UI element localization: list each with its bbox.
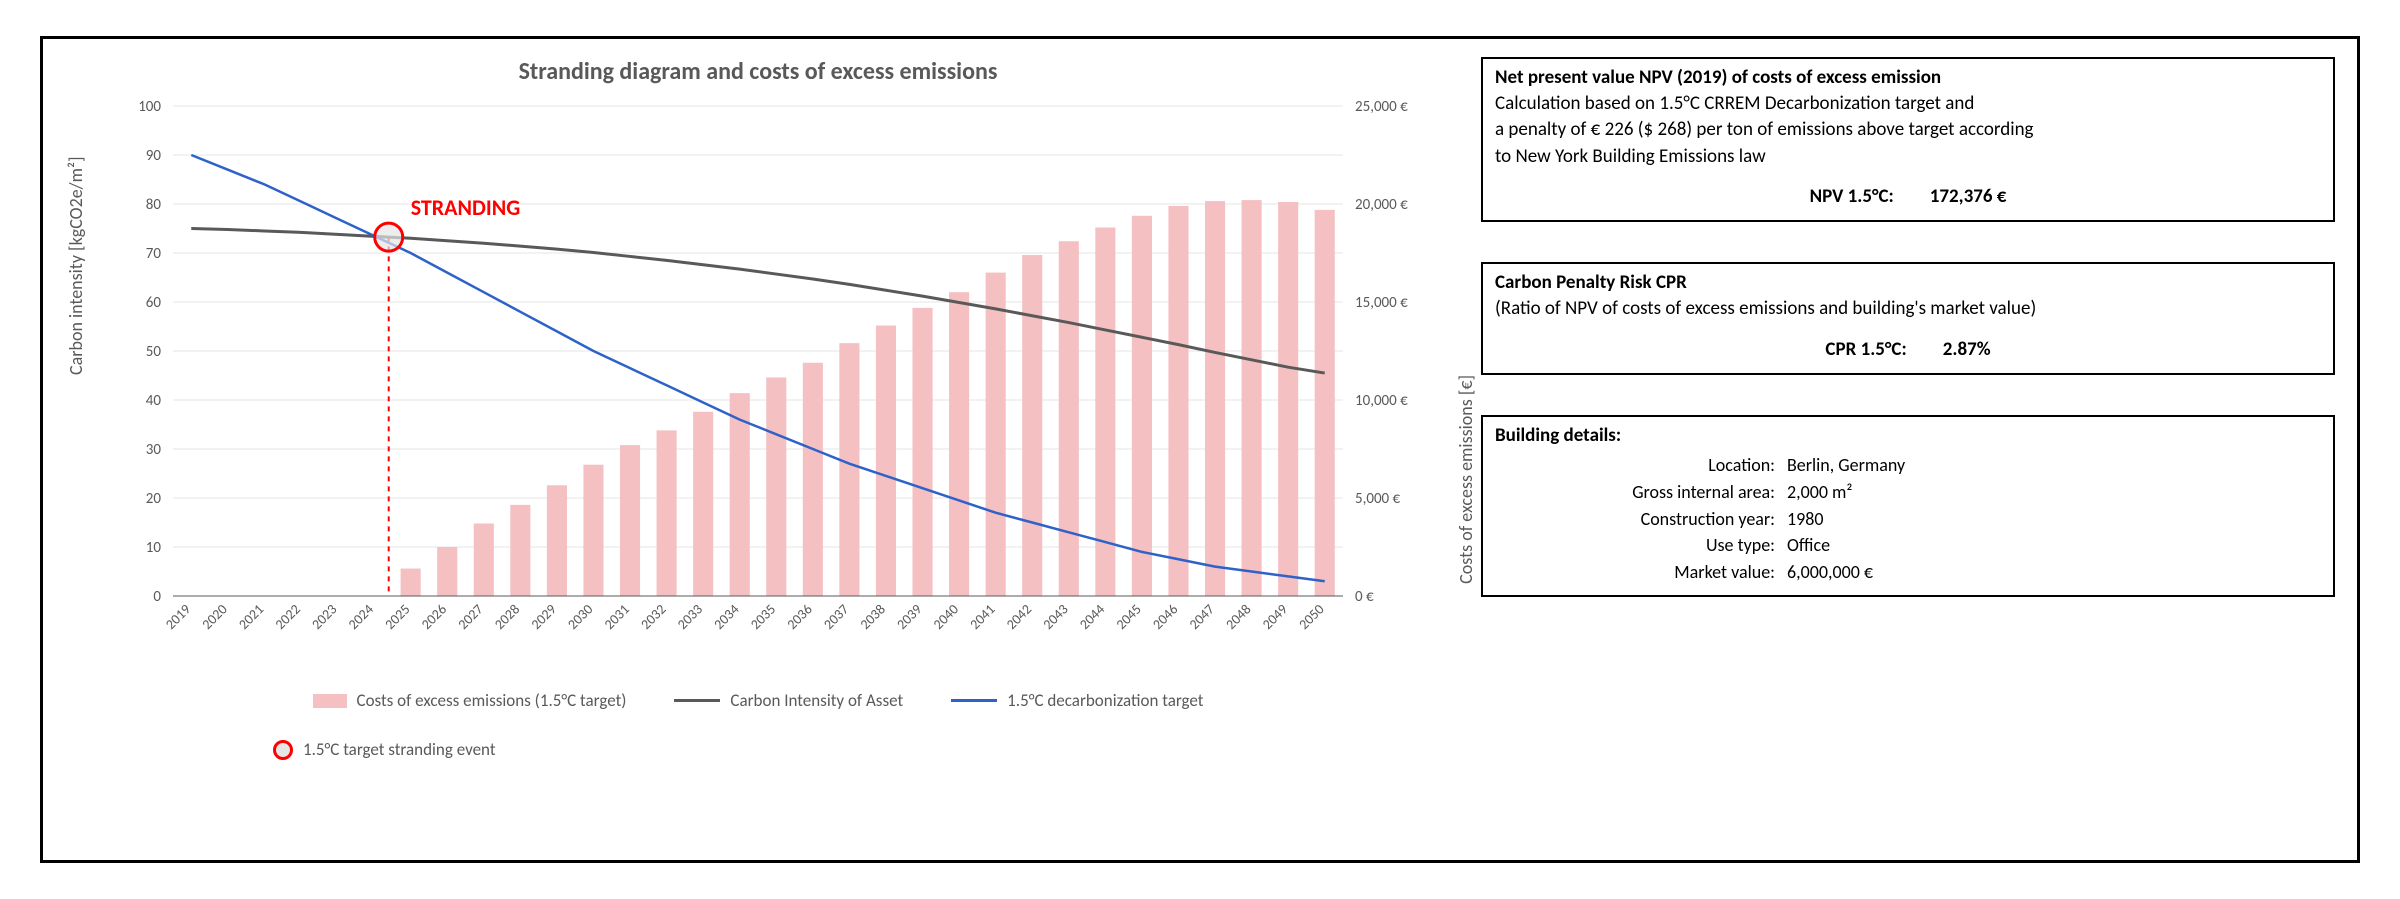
cpr-headline: Carbon Penalty Risk CPR [1495,270,2321,296]
svg-text:10,000 €: 10,000 € [1355,392,1408,410]
details-grid: Location: Berlin, Germany Gross internal a… [1495,453,2321,585]
npv-metric-value: 172,376 € [1930,184,2007,210]
svg-text:2041: 2041 [966,601,998,633]
svg-text:2033: 2033 [674,601,706,633]
page-outer: Stranding diagram and costs of excess em… [0,0,2400,899]
chart-column: Stranding diagram and costs of excess em… [43,39,1473,860]
details-key: Market value: [1495,560,1775,585]
svg-text:30: 30 [146,441,162,459]
chart-area: Carbon intensity [kgCO2e/m²] Costs of ex… [43,86,1473,686]
svg-text:2027: 2027 [455,601,487,633]
svg-text:2021: 2021 [235,601,267,633]
svg-text:60: 60 [146,294,162,312]
svg-text:2025: 2025 [381,601,413,633]
npv-headline: Net present value NPV (2019) of costs of… [1495,65,2321,91]
cpr-box: Carbon Penalty Risk CPR (Ratio of NPV of… [1481,262,2335,375]
svg-text:20,000 €: 20,000 € [1355,196,1408,214]
svg-text:2037: 2037 [820,601,852,633]
details-headline: Building details: [1495,423,2321,449]
svg-text:2047: 2047 [1186,601,1218,633]
y-axis-right-label: Costs of excess emissions [€] [1455,375,1477,584]
y-axis-left-label: Carbon intensity [kgCO2e/m²] [65,156,87,375]
npv-line1: Calculation based on 1.5°C CRREM Decarbo… [1495,91,2321,117]
cpr-metric-label: CPR 1.5°C: [1825,337,1906,363]
svg-text:50: 50 [146,343,162,361]
npv-metric: NPV 1.5°C: 172,376 € [1495,184,2321,210]
legend-bars-swatch [313,694,347,708]
svg-text:70: 70 [146,245,162,263]
svg-text:2022: 2022 [272,601,304,633]
details-value: Berlin, Germany [1787,453,2321,478]
npv-box: Net present value NPV (2019) of costs of… [1481,57,2335,222]
details-value: 1980 [1787,507,2321,532]
svg-text:15,000 €: 15,000 € [1355,294,1408,312]
svg-text:0: 0 [153,588,161,606]
details-value: 6,000,000 € [1787,560,2321,585]
svg-text:5,000 €: 5,000 € [1355,490,1401,508]
svg-text:2034: 2034 [710,601,742,633]
svg-text:2040: 2040 [930,601,962,633]
legend-bars: Costs of excess emissions (1.5°C target) [313,690,627,711]
building-details-box: Building details: Location: Berlin, Germa… [1481,415,2335,597]
svg-text:2043: 2043 [1040,601,1072,633]
svg-text:2024: 2024 [345,601,377,633]
svg-text:2038: 2038 [857,601,889,633]
svg-text:2032: 2032 [637,601,669,633]
details-value: 2,000 m² [1787,480,2321,505]
svg-text:2044: 2044 [1076,601,1108,633]
stranding-chart-svg: 01020304050607080901000 €5,000 €10,000 €… [43,86,1473,686]
svg-text:2042: 2042 [1003,601,1035,633]
svg-text:2046: 2046 [1149,601,1181,633]
npv-line2: a penalty of € 226 ($ 268) per ton of em… [1495,117,2321,143]
legend-bars-label: Costs of excess emissions (1.5°C target) [357,690,627,711]
cpr-sub: (Ratio of NPV of costs of excess emissio… [1495,296,2321,322]
svg-text:2029: 2029 [528,601,560,633]
svg-text:80: 80 [146,196,162,214]
svg-text:2036: 2036 [784,601,816,633]
svg-text:2030: 2030 [564,601,596,633]
legend-asset-line: Carbon Intensity of Asset [674,690,903,711]
legend-stranding-label: 1.5°C target stranding event [303,739,496,760]
cpr-metric: CPR 1.5°C: 2.87% [1495,337,2321,363]
npv-metric-label: NPV 1.5°C: [1810,184,1894,210]
legend-target-line: 1.5°C decarbonization target [951,690,1203,711]
details-key: Location: [1495,453,1775,478]
info-column: Net present value NPV (2019) of costs of… [1473,39,2357,860]
svg-text:2023: 2023 [308,601,340,633]
svg-text:2031: 2031 [601,601,633,633]
legend-asset-label: Carbon Intensity of Asset [730,690,903,711]
chart-title: Stranding diagram and costs of excess em… [43,57,1473,86]
svg-text:25,000 €: 25,000 € [1355,98,1408,116]
svg-text:2045: 2045 [1113,601,1145,633]
details-key: Use type: [1495,533,1775,558]
details-key: Construction year: [1495,507,1775,532]
svg-text:2039: 2039 [893,601,925,633]
svg-text:0 €: 0 € [1355,588,1374,606]
chart-legend: Costs of excess emissions (1.5°C target)… [43,686,1473,760]
svg-text:2026: 2026 [418,601,450,633]
legend-asset-swatch [674,699,720,702]
svg-text:90: 90 [146,147,162,165]
svg-text:STRANDING: STRANDING [411,194,521,221]
svg-text:2048: 2048 [1222,601,1254,633]
content-frame: Stranding diagram and costs of excess em… [40,36,2360,863]
svg-text:100: 100 [138,98,161,116]
svg-text:2019: 2019 [162,601,194,633]
svg-text:2050: 2050 [1295,601,1327,633]
npv-line3: to New York Building Emissions law [1495,144,2321,170]
svg-text:2028: 2028 [491,601,523,633]
legend-target-swatch [951,699,997,702]
cpr-metric-value: 2.87% [1943,337,1991,363]
svg-text:2049: 2049 [1259,601,1291,633]
svg-text:2020: 2020 [199,601,231,633]
details-value: Office [1787,533,2321,558]
details-key: Gross internal area: [1495,480,1775,505]
svg-text:10: 10 [146,539,162,557]
svg-text:20: 20 [146,490,162,508]
legend-stranding-swatch [273,740,293,760]
legend-target-label: 1.5°C decarbonization target [1007,690,1203,711]
svg-text:2035: 2035 [747,601,779,633]
legend-stranding-event: 1.5°C target stranding event [273,739,1353,760]
svg-text:40: 40 [146,392,162,410]
